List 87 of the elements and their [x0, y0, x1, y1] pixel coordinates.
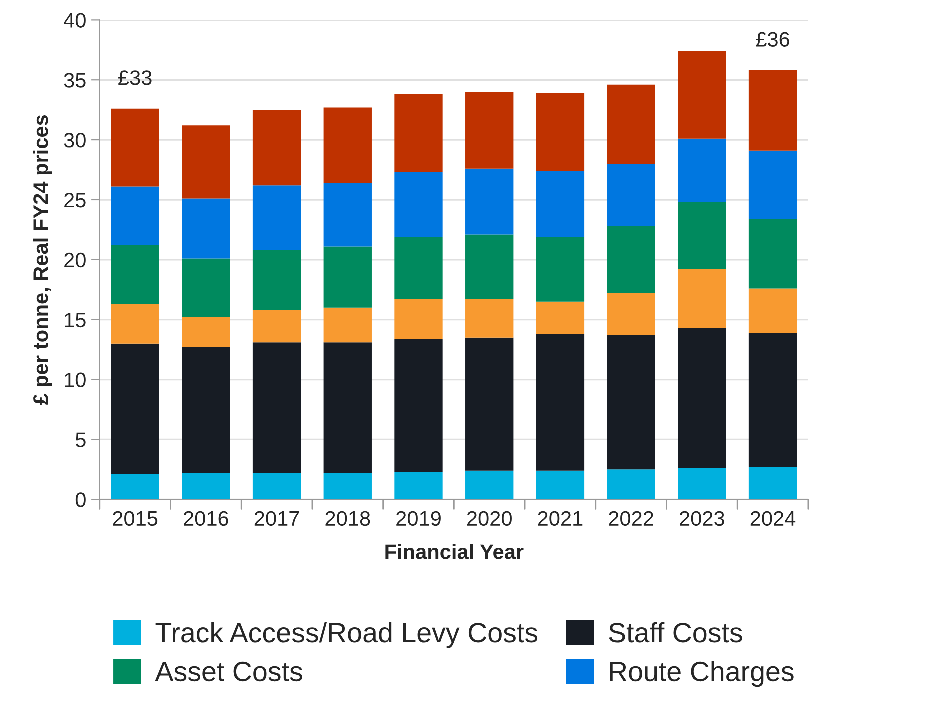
bar: [748, 70, 798, 151]
bar: [466, 338, 514, 471]
y-tick-label: 25: [64, 192, 86, 208]
bar: [466, 234, 514, 300]
legend-label: Staff Costs: [609, 622, 742, 643]
bar: [252, 110, 302, 186]
bar: [182, 473, 230, 500]
bar: [324, 108, 372, 184]
y-tick-label: 0: [76, 492, 86, 508]
bar: [111, 246, 160, 304]
bar: [748, 467, 798, 500]
bar: [111, 108, 160, 187]
bar: [324, 473, 372, 500]
bar: [748, 219, 798, 289]
legend-label: Track Access/Road Levy Costs: [156, 622, 538, 648]
bar: [678, 51, 726, 139]
bar: [607, 293, 656, 336]
bar: [678, 468, 726, 500]
bar: [182, 317, 230, 348]
bar: [678, 270, 726, 328]
bar: [252, 473, 302, 500]
bar: [111, 186, 160, 246]
bar: [394, 339, 443, 472]
bar: [607, 226, 656, 294]
bar: [111, 304, 160, 344]
x-tick-label: 2023: [680, 511, 724, 526]
y-tick-label: 15: [65, 313, 86, 328]
x-tick-label: 2019: [396, 511, 441, 526]
x-tick-label: 2018: [326, 511, 370, 526]
bar: [466, 92, 514, 169]
bar: [394, 237, 443, 300]
y-tick-label: 35: [64, 73, 86, 88]
bar: [182, 258, 230, 318]
bar: [466, 299, 514, 338]
bar: [252, 186, 302, 250]
bar: [394, 299, 443, 340]
bar: [536, 171, 585, 238]
bar: [394, 472, 443, 500]
annotation: £33: [118, 70, 152, 86]
x-axis-title: Financial Year: [386, 544, 524, 560]
x-tick-label: 2015: [113, 511, 158, 526]
bar: [607, 470, 656, 500]
x-tick-label: 2020: [467, 511, 512, 526]
bar: [111, 474, 160, 500]
bar: [394, 172, 443, 238]
bar: [182, 347, 230, 474]
bar: [748, 150, 798, 220]
bar: [536, 302, 585, 334]
bar: [748, 333, 798, 468]
bar: [748, 288, 798, 334]
y-tick-label: 20: [64, 252, 86, 268]
bar: [252, 342, 302, 474]
legend-label: Asset Costs: [155, 662, 302, 682]
bar: [394, 94, 443, 172]
bar: [182, 198, 230, 259]
bar: [536, 334, 585, 471]
bar: [536, 93, 585, 172]
bar: [678, 328, 726, 468]
bar: [324, 183, 372, 247]
bar: [111, 344, 160, 474]
bar: [536, 237, 585, 302]
bar: [252, 250, 302, 310]
bar: [607, 335, 656, 470]
y-axis-title: £ per tonne, Real FY24 prices: [33, 115, 52, 406]
bar: [536, 470, 585, 500]
y-tick-label: 10: [65, 372, 86, 388]
y-tick-label: 40: [64, 13, 86, 28]
bar: [607, 164, 656, 226]
y-tick-label: 30: [64, 133, 86, 148]
bar: [324, 308, 372, 343]
bar: [324, 246, 372, 308]
legend-label: Route Charges: [610, 661, 794, 688]
bar: [324, 342, 372, 474]
annotation: £36: [756, 32, 790, 47]
bar: [607, 84, 656, 164]
x-tick-label: 2017: [254, 511, 300, 526]
x-tick-label: 2022: [609, 511, 654, 526]
x-tick-label: 2021: [538, 511, 583, 526]
x-tick-label: 2016: [184, 511, 228, 526]
bar: [252, 310, 302, 343]
bar: [678, 202, 726, 270]
bar: [678, 138, 726, 202]
bar: [466, 470, 514, 500]
x-tick-label: 2024: [750, 511, 796, 526]
bar: [182, 126, 230, 199]
bar: [466, 168, 514, 235]
y-tick-label: 5: [76, 432, 86, 448]
